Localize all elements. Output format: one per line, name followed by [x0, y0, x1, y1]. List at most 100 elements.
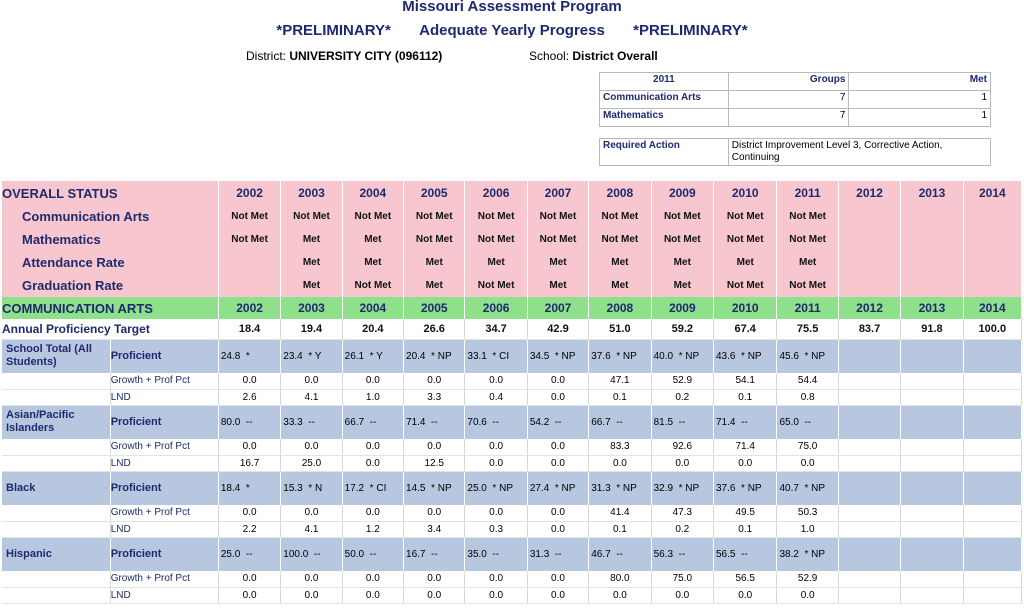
status-cell: Not Met [218, 205, 282, 228]
overall-row-label: Communication Arts [2, 205, 219, 228]
proficient-value: 14.5 * NP [403, 471, 466, 505]
lnd-value [838, 587, 902, 604]
proficient-label: Proficient [110, 339, 219, 373]
lnd-value [900, 587, 964, 604]
status-cell: Not Met [464, 274, 528, 297]
growth-value: 75.0 [651, 571, 715, 588]
year-header: 2006 [464, 181, 528, 205]
year-header: 2007 [527, 181, 590, 205]
group-name: School Total (All Students) [2, 339, 111, 373]
lnd-label: LND [110, 455, 219, 472]
lnd-value: 0.0 [527, 389, 590, 406]
lnd-row: LND 0.0 0.0 0.0 0.0 0.0 0.0 0.0 0.0 0.0 0.0 [2, 587, 1023, 604]
lnd-value [900, 455, 964, 472]
proficient-value: 34.5 * NP [527, 339, 590, 373]
growth-value [838, 571, 902, 588]
year-header: 2014 [963, 297, 1023, 319]
blank-cell [2, 389, 111, 406]
lnd-value [838, 389, 902, 406]
proficient-value: 27.4 * NP [527, 471, 590, 505]
lnd-value [963, 521, 1023, 538]
status-cell [218, 251, 282, 274]
year-header: 2008 [588, 181, 652, 205]
growth-value [963, 439, 1023, 456]
status-cell: Met [403, 274, 466, 297]
lnd-value: 0.0 [527, 587, 590, 604]
year-header: 2008 [588, 297, 652, 319]
growth-value: 92.6 [651, 439, 715, 456]
proficient-value: 80.0 -- [218, 405, 282, 439]
proficient-value: 37.6 * NP [588, 339, 652, 373]
status-cell: Not Met [403, 205, 466, 228]
target-value: 34.7 [464, 319, 528, 340]
status-cell: Not Met [280, 205, 343, 228]
page-subtitle: *PRELIMINARY* Adequate Yearly Progress *… [0, 22, 1024, 39]
summary-row-met: 1 [848, 108, 991, 127]
proficient-value [963, 471, 1023, 505]
lnd-value: 0.0 [651, 455, 715, 472]
lnd-value: 1.0 [342, 389, 405, 406]
proficient-value [838, 471, 902, 505]
proficient-value: 40.7 * NP [776, 471, 839, 505]
growth-value [838, 373, 902, 390]
district-label: District: [246, 49, 286, 63]
lnd-value: 0.0 [527, 521, 590, 538]
lnd-value: 0.1 [713, 389, 778, 406]
proficient-value: 31.3 * NP [588, 471, 652, 505]
lnd-value: 0.4 [464, 389, 528, 406]
target-value: 67.4 [713, 319, 778, 340]
blank-cell [2, 439, 111, 456]
overall-row-label: Mathematics [2, 228, 219, 251]
proficient-label: Proficient [110, 537, 219, 571]
growth-label: Growth + Prof Pct [110, 373, 219, 390]
target-value: 20.4 [342, 319, 405, 340]
growth-value: 0.0 [280, 439, 343, 456]
proficient-value: 24.8 * [218, 339, 282, 373]
lnd-value: 0.0 [280, 587, 343, 604]
status-cell: Met [588, 251, 652, 274]
status-cell: Not Met [776, 228, 839, 251]
status-cell: Not Met [713, 274, 778, 297]
growth-row: Growth + Prof Pct 0.0 0.0 0.0 0.0 0.0 0.0 80.0 7… [2, 571, 1023, 588]
growth-value: 54.4 [776, 373, 839, 390]
proficient-value: 50.0 -- [342, 537, 405, 571]
proficient-value [900, 537, 964, 571]
lnd-value: 1.2 [342, 521, 405, 538]
status-cell [963, 205, 1023, 228]
status-cell: Met [280, 228, 343, 251]
status-cell: Not Met [651, 205, 715, 228]
lnd-value: 16.7 [218, 455, 282, 472]
status-cell: Met [342, 251, 405, 274]
growth-value: 0.0 [527, 571, 590, 588]
growth-value: 0.0 [464, 373, 528, 390]
growth-row: Growth + Prof Pct 0.0 0.0 0.0 0.0 0.0 0.0 41.4 4… [2, 505, 1023, 522]
status-cell: Not Met [527, 205, 590, 228]
year-header: 2011 [776, 181, 839, 205]
proficient-value: 66.7 -- [342, 405, 405, 439]
proficient-value [900, 405, 964, 439]
status-cell: Met [776, 251, 839, 274]
lnd-value: 0.0 [713, 455, 778, 472]
year-header: 2004 [342, 181, 405, 205]
group-proficient-row: Asian/Pacific Islanders Proficient 80.0 --… [2, 405, 1023, 439]
growth-value [900, 571, 964, 588]
proficient-value: 23.4 * Y [280, 339, 343, 373]
lnd-value: 0.2 [651, 389, 715, 406]
lnd-value: 0.0 [403, 587, 466, 604]
growth-value [838, 505, 902, 522]
lnd-value: 0.2 [651, 521, 715, 538]
growth-value: 47.1 [588, 373, 652, 390]
year-header: 2010 [713, 181, 778, 205]
growth-value: 52.9 [651, 373, 715, 390]
status-cell: Met [464, 251, 528, 274]
year-header: 2009 [651, 297, 715, 319]
growth-value [963, 505, 1023, 522]
lnd-value: 0.0 [218, 587, 282, 604]
growth-value: 0.0 [403, 505, 466, 522]
year-header: 2013 [900, 181, 964, 205]
growth-label: Growth + Prof Pct [110, 571, 219, 588]
growth-value: 52.9 [776, 571, 839, 588]
status-cell [900, 274, 964, 297]
status-cell: Not Met [713, 205, 778, 228]
growth-value: 0.0 [403, 373, 466, 390]
